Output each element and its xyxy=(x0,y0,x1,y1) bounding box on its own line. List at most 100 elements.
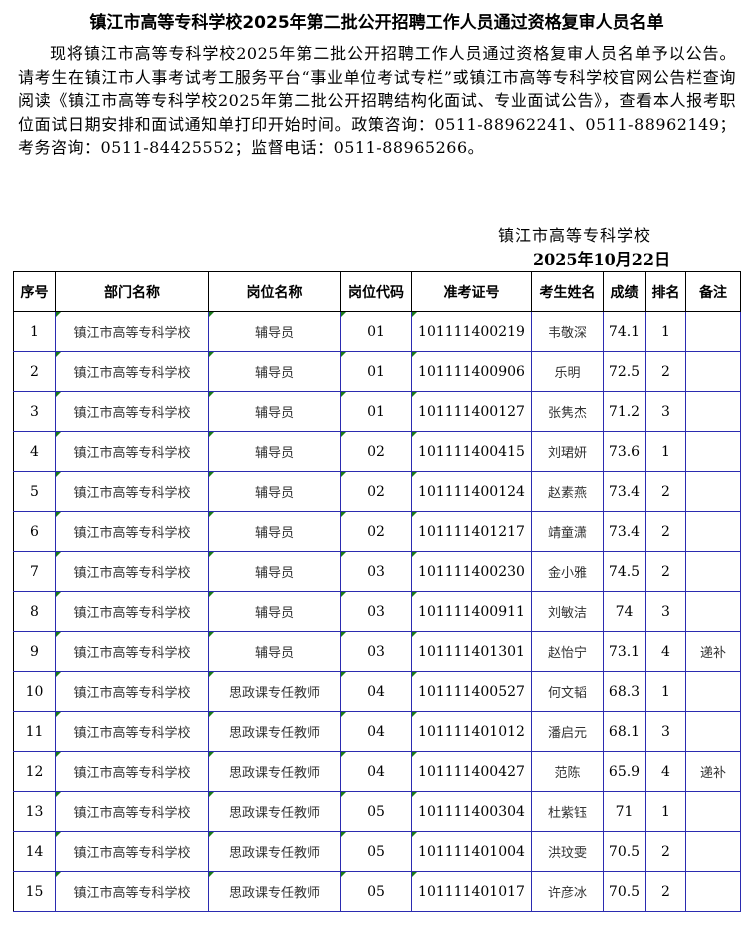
col-remark-cell xyxy=(685,511,741,552)
table-row: 8 镇江市高等专科学校 辅导员 03 101111400911 刘敏洁 74 3 xyxy=(13,591,741,632)
col-rank-cell: 2 xyxy=(645,511,686,552)
col-candidate-name-cell: 张隽杰 xyxy=(531,391,604,432)
col-index-cell: 9 xyxy=(13,631,56,672)
col-position-cell: 思政课专任教师 xyxy=(208,711,341,752)
col-department-cell: 镇江市高等专科学校 xyxy=(55,551,209,592)
table-row: 5 镇江市高等专科学校 辅导员 02 101111400124 赵素燕 73.4 2 xyxy=(13,471,741,512)
col-position-code-cell: 05 xyxy=(340,791,412,832)
col-remark-cell: 递补 xyxy=(685,751,741,792)
page-title: 镇江市高等专科学校2025年第二批公开招聘工作人员通过资格复审人员名单 xyxy=(89,13,664,33)
col-candidate-name-cell: 许彦冰 xyxy=(531,871,604,912)
col-position-cell: 辅导员 xyxy=(208,311,341,352)
col-exam-number-cell: 101111400304 xyxy=(411,791,532,832)
col-position-code-cell: 03 xyxy=(340,591,412,632)
col-exam-number-cell: 101111401012 xyxy=(411,711,532,752)
col-department-cell: 镇江市高等专科学校 xyxy=(55,351,209,392)
col-department-cell: 镇江市高等专科学校 xyxy=(55,831,209,872)
col-score-cell: 74 xyxy=(603,591,646,632)
col-index-cell: 12 xyxy=(13,751,56,792)
col-position-code-cell: 05 xyxy=(340,871,412,912)
col-rank-cell: 4 xyxy=(645,751,686,792)
col-index-cell: 4 xyxy=(13,431,56,472)
col-department-cell: 镇江市高等专科学校 xyxy=(55,311,209,352)
col-remark-cell xyxy=(685,871,741,912)
signature-org: 镇江市高等专科学校 xyxy=(498,226,652,245)
col-position-cell: 思政课专任教师 xyxy=(208,831,341,872)
col-department-cell: 镇江市高等专科学校 xyxy=(55,471,209,512)
col-position-code-cell: 03 xyxy=(340,631,412,672)
col-remark-cell xyxy=(685,471,741,512)
col-score-cell: 73.4 xyxy=(603,511,646,552)
col-exam-number-cell: 101111400230 xyxy=(411,551,532,592)
table-row: 12 镇江市高等专科学校 思政课专任教师 04 101111400427 范陈 65.9 4 递… xyxy=(13,751,741,792)
col-position-cell: 辅导员 xyxy=(208,551,341,592)
header-col-rank: 排名 xyxy=(645,271,686,312)
table-row: 1 镇江市高等专科学校 辅导员 01 101111400219 韦敬深 74.1 1 xyxy=(13,311,741,352)
col-department-cell: 镇江市高等专科学校 xyxy=(55,511,209,552)
col-rank-cell: 1 xyxy=(645,671,686,712)
col-index-cell: 7 xyxy=(13,551,56,592)
col-exam-number-cell: 101111400427 xyxy=(411,751,532,792)
table-row: 14 镇江市高等专科学校 思政课专任教师 05 101111401004 洪玟雯 70.5 2 xyxy=(13,831,741,872)
col-exam-number-cell: 101111401017 xyxy=(411,871,532,912)
col-rank-cell: 2 xyxy=(645,831,686,872)
col-position-code-cell: 02 xyxy=(340,431,412,472)
col-index-cell: 1 xyxy=(13,311,56,352)
header-col-department: 部门名称 xyxy=(55,271,209,312)
col-exam-number-cell: 101111400415 xyxy=(411,431,532,472)
col-score-cell: 65.9 xyxy=(603,751,646,792)
col-rank-cell: 1 xyxy=(645,791,686,832)
col-department-cell: 镇江市高等专科学校 xyxy=(55,711,209,752)
col-score-cell: 71 xyxy=(603,791,646,832)
col-index-cell: 14 xyxy=(13,831,56,872)
signature-date: 2025年10月22日 xyxy=(533,250,671,269)
col-candidate-name-cell: 金小雅 xyxy=(531,551,604,592)
col-position-code-cell: 04 xyxy=(340,671,412,712)
col-department-cell: 镇江市高等专科学校 xyxy=(55,591,209,632)
col-rank-cell: 3 xyxy=(645,391,686,432)
col-position-code-cell: 04 xyxy=(340,711,412,752)
col-remark-cell xyxy=(685,791,741,832)
col-position-code-cell: 03 xyxy=(340,551,412,592)
col-score-cell: 70.5 xyxy=(603,871,646,912)
col-candidate-name-cell: 靖童潇 xyxy=(531,511,604,552)
table-row: 6 镇江市高等专科学校 辅导员 02 101111401217 靖童潇 73.4 2 xyxy=(13,511,741,552)
col-candidate-name-cell: 赵怡宁 xyxy=(531,631,604,672)
col-score-cell: 73.4 xyxy=(603,471,646,512)
col-position-cell: 辅导员 xyxy=(208,511,341,552)
col-exam-number-cell: 101111400124 xyxy=(411,471,532,512)
col-remark-cell xyxy=(685,831,741,872)
col-index-cell: 3 xyxy=(13,391,56,432)
col-position-cell: 辅导员 xyxy=(208,391,341,432)
col-position-code-cell: 04 xyxy=(340,751,412,792)
candidate-table: 序号 部门名称 岗位名称 岗位代码 准考证号 考生姓名 成绩 排名 备注 1 镇江市高等专科学校辅… xyxy=(13,271,741,912)
col-rank-cell: 2 xyxy=(645,871,686,912)
col-remark-cell xyxy=(685,311,741,352)
col-remark-cell xyxy=(685,591,741,632)
col-index-cell: 13 xyxy=(13,791,56,832)
col-rank-cell: 2 xyxy=(645,351,686,392)
table-header-row: 序号 部门名称 岗位名称 岗位代码 准考证号 考生姓名 成绩 排名 备注 xyxy=(13,271,741,312)
col-exam-number-cell: 101111401004 xyxy=(411,831,532,872)
col-score-cell: 74.1 xyxy=(603,311,646,352)
col-candidate-name-cell: 赵素燕 xyxy=(531,471,604,512)
col-rank-cell: 4 xyxy=(645,631,686,672)
table-row: 15 镇江市高等专科学校 思政课专任教师 05 101111401017 许彦冰 70.5 2 xyxy=(13,871,741,912)
col-position-cell: 辅导员 xyxy=(208,631,341,672)
table-row: 9 镇江市高等专科学校 辅导员 03 101111401301 赵怡宁 73.1 4 递补 xyxy=(13,631,741,672)
col-score-cell: 73.6 xyxy=(603,431,646,472)
col-rank-cell: 1 xyxy=(645,311,686,352)
col-remark-cell xyxy=(685,351,741,392)
table-row: 13 镇江市高等专科学校 思政课专任教师 05 101111400304 杜紫钰 71 1 xyxy=(13,791,741,832)
col-position-cell: 辅导员 xyxy=(208,351,341,392)
col-exam-number-cell: 101111401217 xyxy=(411,511,532,552)
col-department-cell: 镇江市高等专科学校 xyxy=(55,391,209,432)
col-candidate-name-cell: 乐明 xyxy=(531,351,604,392)
col-position-cell: 辅导员 xyxy=(208,431,341,472)
header-col-score: 成绩 xyxy=(603,271,646,312)
header-col-candidate-name: 考生姓名 xyxy=(531,271,604,312)
col-department-cell: 镇江市高等专科学校 xyxy=(55,791,209,832)
col-score-cell: 68.1 xyxy=(603,711,646,752)
col-position-cell: 思政课专任教师 xyxy=(208,871,341,912)
col-exam-number-cell: 101111400911 xyxy=(411,591,532,632)
